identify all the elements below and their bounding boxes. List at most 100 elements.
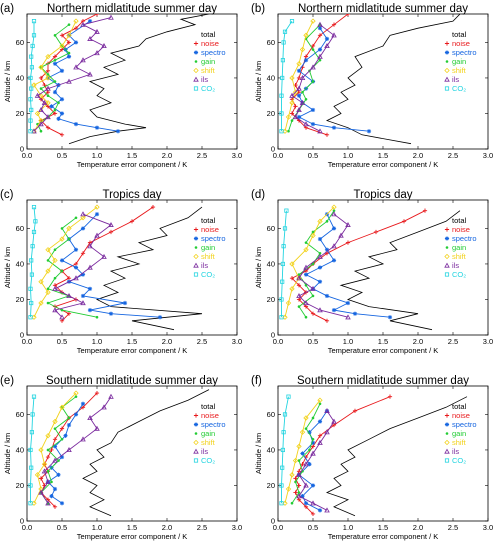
series-line-total: [82, 389, 210, 517]
series-line-total: [325, 396, 468, 517]
series-line-co: [30, 207, 36, 318]
data-point: [46, 73, 50, 76]
series-line-co: [281, 396, 289, 504]
legend-label: ils: [201, 447, 208, 456]
panel-a: 0.0 0.5 1.0 1.5 2.0 2.5 3.0 0 20 40 60 Temperature …: [0, 3, 242, 169]
data-point: [108, 221, 114, 227]
x-tick-label: 3.0: [232, 151, 242, 160]
x-tick-label: 1.5: [127, 151, 137, 160]
x-axis-label: Temperature error component / K: [77, 160, 187, 169]
data-point: [66, 54, 72, 59]
data-point: [280, 465, 285, 470]
legend-label: ils: [201, 75, 208, 84]
data-point: [59, 132, 65, 137]
data-point: [53, 108, 57, 112]
data-point: [304, 241, 308, 244]
data-point: [28, 75, 33, 81]
legend-marker: [444, 50, 450, 55]
data-point: [87, 308, 93, 313]
data-point: [28, 97, 33, 102]
legend-label: shift: [452, 66, 467, 75]
data-point: [73, 247, 79, 252]
x-tick-label: 0.5: [308, 151, 318, 160]
x-tick-label: 2.0: [162, 151, 172, 160]
data-point: [94, 232, 100, 238]
data-point: [373, 229, 379, 235]
data-point: [122, 300, 128, 306]
data-point: [45, 500, 51, 506]
data-point: [67, 51, 71, 55]
data-point: [293, 104, 298, 109]
data-point: [324, 247, 330, 252]
y-axis-label: Altitude / km: [254, 433, 263, 474]
data-point: [49, 447, 54, 453]
data-point: [296, 493, 302, 499]
y-tick-label: 40: [16, 73, 24, 82]
y-tick-label: 60: [16, 410, 24, 419]
legend-marker: [193, 67, 199, 74]
data-point: [297, 491, 301, 494]
data-point: [38, 64, 44, 70]
data-point: [31, 128, 37, 134]
data-point: [296, 443, 302, 450]
x-tick-label: 0.0: [273, 337, 283, 346]
legend-marker: [444, 448, 450, 454]
y-tick-label: 0: [271, 145, 275, 154]
data-point: [299, 75, 306, 81]
x-tick-label: 3.0: [232, 337, 242, 346]
x-tick-label: 0.5: [57, 523, 67, 532]
data-point: [296, 106, 302, 113]
data-point: [317, 21, 323, 27]
data-point: [38, 93, 44, 99]
x-tick-label: 0.0: [273, 523, 283, 532]
legend-label: gain: [452, 57, 466, 66]
panel-title: Southern midlatitude summer day: [46, 375, 218, 387]
x-tick-label: 0.0: [22, 151, 32, 160]
series-group: [279, 394, 468, 517]
data-point: [59, 258, 65, 263]
legend-marker: [445, 60, 449, 63]
legend-marker: [193, 253, 199, 260]
x-tick-label: 2.5: [448, 151, 458, 160]
data-point: [31, 205, 37, 210]
x-tick-label: 2.5: [197, 337, 207, 346]
data-point: [39, 129, 43, 133]
data-point: [101, 253, 107, 259]
data-point: [284, 208, 289, 213]
series-line-shift: [33, 392, 77, 504]
data-point: [52, 307, 58, 313]
data-point: [87, 19, 93, 24]
data-point: [296, 275, 302, 281]
data-point: [80, 21, 86, 27]
legend-label: CO₂: [452, 270, 466, 279]
data-point: [66, 311, 72, 316]
y-tick-label: 20: [267, 481, 275, 490]
data-point: [296, 283, 302, 288]
data-point: [52, 457, 58, 463]
data-point: [49, 104, 54, 109]
data-point: [317, 265, 323, 270]
series-line-shift: [284, 399, 321, 504]
data-point: [317, 419, 323, 424]
legend-label: spectro: [201, 234, 226, 243]
data-point: [310, 43, 316, 49]
panel-c: 0.0 0.5 1.0 1.5 2.0 2.5 3.0 0 20 40 60 Temperature …: [0, 189, 242, 355]
data-point: [279, 315, 284, 320]
data-point: [59, 68, 65, 73]
data-point: [46, 94, 50, 98]
panel-label: (c): [0, 189, 14, 201]
data-point: [80, 57, 86, 63]
panel-b: 0.0 0.5 1.0 1.5 2.0 2.5 3.0 0 20 40 60 Temperature …: [251, 3, 493, 169]
data-point: [29, 465, 34, 470]
data-point: [52, 504, 58, 509]
legend-label: ils: [201, 261, 208, 270]
legend-marker: [193, 422, 199, 427]
data-point: [310, 64, 316, 70]
data-point: [310, 511, 316, 516]
x-tick-label: 1.0: [343, 337, 353, 346]
data-point: [324, 293, 330, 299]
data-point: [56, 472, 61, 477]
x-tick-label: 1.0: [343, 523, 353, 532]
data-point: [289, 75, 295, 81]
